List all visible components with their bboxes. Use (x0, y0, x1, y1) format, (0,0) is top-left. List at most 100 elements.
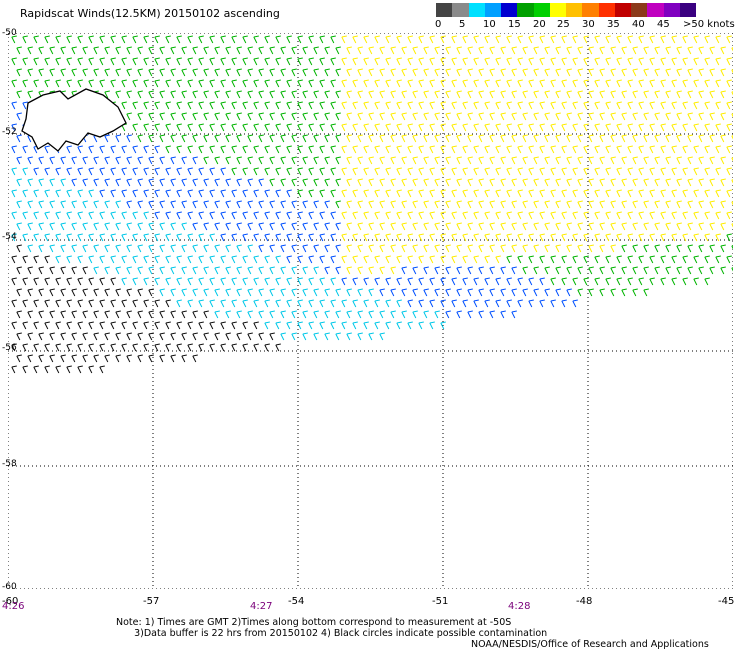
wind-barb (143, 211, 149, 220)
wind-barb (511, 266, 517, 275)
wind-barb (451, 35, 457, 44)
wind-barb (357, 90, 363, 99)
wind-barb (368, 46, 374, 55)
wind-barb (302, 134, 308, 143)
wind-barb (368, 200, 374, 209)
wind-barb (137, 266, 143, 275)
wind-barb (115, 266, 121, 275)
wind-barb (418, 211, 424, 220)
wind-barb (374, 299, 380, 308)
wind-barb (275, 167, 281, 176)
wind-barb (225, 288, 231, 297)
wind-barb (374, 123, 380, 132)
wind-barb (88, 277, 94, 286)
wind-barb (341, 35, 347, 44)
wind-barb (181, 178, 187, 187)
wind-barb (110, 167, 116, 176)
wind-barb (539, 57, 545, 66)
wind-barb (676, 134, 682, 143)
wind-barb (709, 200, 715, 209)
wind-barb (77, 79, 83, 88)
wind-barb (473, 123, 479, 132)
wind-barb (638, 255, 644, 264)
wind-barb (445, 134, 451, 143)
wind-barb (412, 244, 418, 253)
wind-barb (506, 277, 512, 286)
wind-barb (214, 288, 220, 297)
wind-barb (247, 178, 253, 187)
wind-barb (720, 112, 726, 121)
wind-barb (198, 35, 204, 44)
wind-barb (313, 200, 319, 209)
colorbar-label: 30 (582, 19, 595, 30)
wind-barb (379, 266, 385, 275)
wind-barb (385, 277, 391, 286)
wind-barb (280, 134, 286, 143)
colorbar-swatch (582, 3, 599, 17)
wind-barb (214, 310, 220, 319)
wind-barb (170, 90, 176, 99)
wind-barb (88, 321, 94, 330)
wind-barb (368, 134, 374, 143)
wind-barb (297, 101, 303, 110)
wind-barb (511, 68, 517, 77)
wind-barb (682, 57, 688, 66)
wind-barb (572, 57, 578, 66)
wind-barb (203, 266, 209, 275)
wind-barb (517, 57, 523, 66)
wind-barb (467, 156, 473, 165)
wind-barb (324, 156, 330, 165)
wind-barb (632, 90, 638, 99)
wind-barb (71, 200, 77, 209)
wind-barb (588, 288, 594, 297)
wind-barb (22, 35, 28, 44)
wind-barb (49, 332, 55, 341)
wind-barb (500, 68, 506, 77)
wind-barb (203, 46, 209, 55)
wind-barb (451, 277, 457, 286)
wind-barb (561, 277, 567, 286)
wind-barb (478, 178, 484, 187)
wind-barb (247, 266, 253, 275)
wind-barb (286, 145, 292, 154)
wind-barb (561, 233, 567, 242)
wind-barb (264, 321, 270, 330)
wind-barb (643, 156, 649, 165)
lon-label: -57 (143, 596, 160, 607)
wind-barb (341, 211, 347, 220)
wind-barb (594, 255, 600, 264)
wind-barb (698, 134, 704, 143)
wind-barb (588, 134, 594, 143)
wind-barb (33, 167, 39, 176)
wind-barb (643, 134, 649, 143)
wind-barb (49, 200, 55, 209)
wind-barb (159, 310, 165, 319)
wind-barb (665, 178, 671, 187)
lon-label: -48 (576, 596, 593, 607)
wind-barb (27, 288, 33, 297)
wind-barb (368, 332, 374, 341)
wind-barb (687, 112, 693, 121)
wind-barb (390, 112, 396, 121)
wind-barb (434, 46, 440, 55)
colorbar-label: 5 (459, 19, 466, 30)
wind-barb (308, 211, 314, 220)
wind-barb (319, 123, 325, 132)
wind-barb (379, 178, 385, 187)
wind-barb (187, 277, 193, 286)
wind-barb (544, 288, 550, 297)
wind-barb (709, 134, 715, 143)
wind-barb (236, 90, 242, 99)
wind-barb (605, 211, 611, 220)
wind-barb (264, 189, 270, 198)
wind-barb (214, 200, 220, 209)
wind-barb (511, 112, 517, 121)
wind-barb (115, 178, 121, 187)
wind-barb (572, 255, 578, 264)
wind-barb (610, 288, 616, 297)
wind-barb (429, 101, 435, 110)
wind-barb (726, 57, 732, 66)
wind-barb (214, 222, 220, 231)
wind-barb (506, 101, 512, 110)
wind-barb (401, 310, 407, 319)
